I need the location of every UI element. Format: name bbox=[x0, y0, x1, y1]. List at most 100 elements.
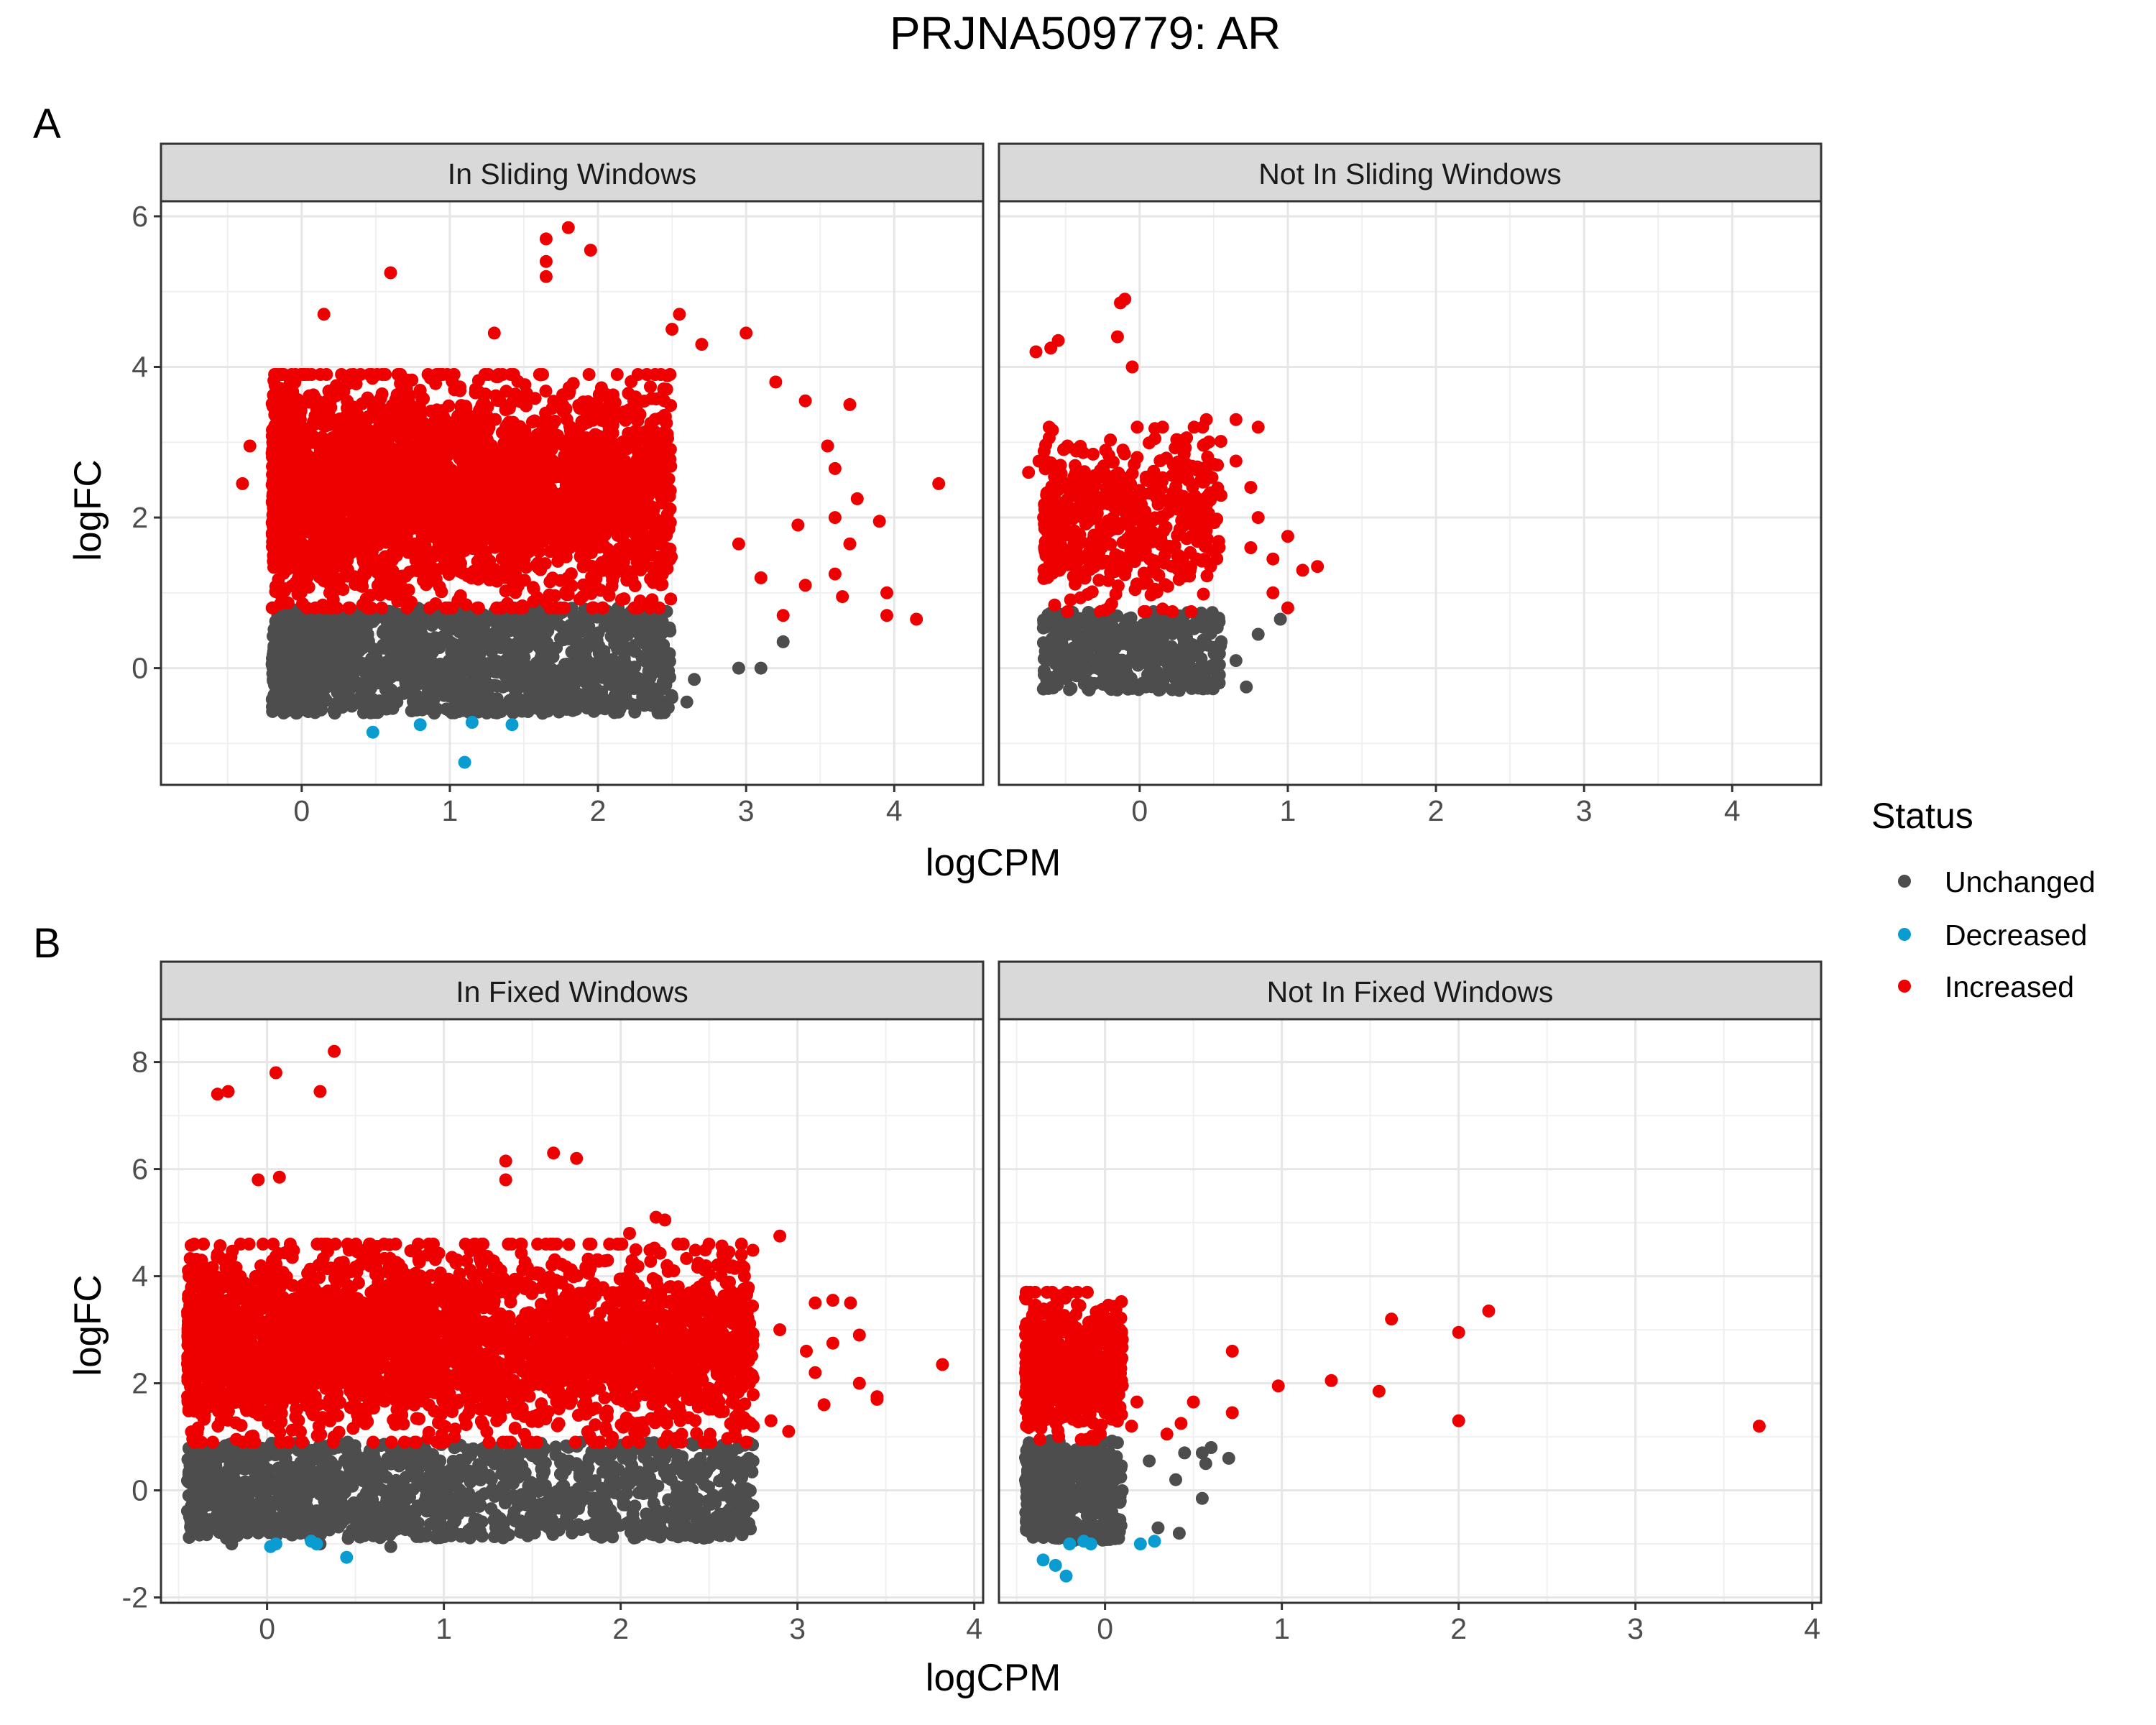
point-unchanged bbox=[546, 650, 560, 663]
point-increased bbox=[333, 477, 347, 490]
point-increased bbox=[600, 472, 614, 485]
point-increased bbox=[620, 574, 634, 587]
point-increased bbox=[552, 546, 566, 560]
point-unchanged bbox=[303, 676, 316, 690]
point-increased bbox=[415, 528, 429, 542]
point-increased bbox=[267, 534, 281, 548]
point-increased bbox=[483, 554, 497, 568]
point-unchanged bbox=[498, 641, 512, 655]
point-increased bbox=[419, 428, 433, 441]
point-increased bbox=[453, 380, 466, 394]
point-increased bbox=[478, 428, 492, 441]
point-increased bbox=[453, 589, 467, 602]
point-increased bbox=[476, 515, 489, 529]
point-increased bbox=[613, 505, 627, 518]
point-increased bbox=[655, 530, 668, 543]
point-increased bbox=[558, 601, 571, 615]
point-increased bbox=[352, 496, 366, 510]
point-increased bbox=[658, 394, 671, 408]
point-increased bbox=[456, 403, 470, 417]
point-unchanged bbox=[598, 620, 612, 632]
point-increased bbox=[459, 536, 472, 550]
point-increased bbox=[353, 444, 366, 458]
point-increased bbox=[295, 536, 308, 550]
point-increased bbox=[798, 579, 812, 592]
point-increased bbox=[317, 308, 331, 321]
y-tick-label: 2 bbox=[132, 501, 148, 534]
data-points bbox=[236, 221, 946, 769]
strip-label-in-sliding-windows: In Sliding Windows bbox=[448, 157, 696, 190]
point-increased bbox=[405, 543, 419, 557]
point-increased bbox=[418, 539, 432, 553]
point-increased bbox=[499, 403, 512, 417]
point-unchanged bbox=[298, 697, 311, 711]
point-increased bbox=[351, 545, 365, 558]
point-increased bbox=[635, 450, 649, 464]
point-increased bbox=[512, 601, 526, 615]
point-increased bbox=[236, 477, 249, 490]
point-increased bbox=[528, 414, 541, 428]
point-increased bbox=[341, 401, 354, 415]
point-increased bbox=[554, 497, 568, 511]
point-increased bbox=[319, 520, 333, 534]
point-increased bbox=[645, 466, 659, 479]
point-increased bbox=[610, 368, 624, 381]
point-unchanged bbox=[596, 651, 610, 665]
point-increased bbox=[528, 494, 541, 507]
point-increased bbox=[290, 467, 304, 481]
point-increased bbox=[586, 413, 599, 427]
point-unchanged bbox=[308, 626, 322, 640]
point-unchanged bbox=[496, 702, 510, 715]
point-increased bbox=[430, 503, 444, 517]
point-increased bbox=[390, 528, 403, 542]
point-increased bbox=[321, 533, 334, 547]
point-increased bbox=[536, 368, 549, 381]
point-increased bbox=[446, 469, 460, 483]
point-increased bbox=[310, 500, 323, 513]
point-increased bbox=[401, 428, 415, 441]
point-increased bbox=[560, 521, 573, 535]
point-increased bbox=[471, 490, 484, 504]
point-increased bbox=[286, 432, 300, 446]
point-increased bbox=[401, 373, 415, 387]
point-increased bbox=[375, 601, 389, 615]
point-increased bbox=[402, 566, 416, 579]
y-tick-label: 6 bbox=[132, 200, 148, 233]
point-decreased bbox=[458, 755, 471, 769]
point-unchanged bbox=[559, 673, 573, 687]
point-unchanged bbox=[280, 635, 294, 648]
point-increased bbox=[594, 536, 607, 550]
point-increased bbox=[519, 477, 533, 490]
point-increased bbox=[511, 374, 525, 388]
point-increased bbox=[539, 270, 553, 283]
point-increased bbox=[277, 398, 290, 412]
point-unchanged bbox=[367, 704, 381, 717]
point-increased bbox=[413, 384, 427, 397]
panel-tag-a: A bbox=[33, 101, 61, 147]
point-increased bbox=[441, 368, 454, 381]
point-increased bbox=[487, 519, 501, 533]
point-unchanged bbox=[529, 701, 543, 714]
point-increased bbox=[370, 499, 384, 512]
point-increased bbox=[836, 590, 849, 604]
point-increased bbox=[663, 515, 676, 528]
point-unchanged bbox=[280, 693, 294, 707]
point-increased bbox=[545, 443, 558, 456]
point-increased bbox=[282, 515, 295, 529]
point-increased bbox=[308, 563, 321, 576]
point-unchanged bbox=[658, 661, 671, 675]
point-increased bbox=[644, 416, 658, 430]
point-increased bbox=[433, 580, 446, 594]
point-increased bbox=[548, 528, 562, 542]
point-increased bbox=[629, 396, 642, 409]
point-unchanged bbox=[547, 688, 561, 702]
point-unchanged bbox=[607, 663, 620, 677]
point-increased bbox=[539, 232, 553, 246]
point-increased bbox=[334, 494, 348, 507]
strip-background bbox=[160, 142, 985, 203]
point-increased bbox=[388, 488, 402, 502]
point-unchanged bbox=[559, 693, 573, 707]
point-increased bbox=[605, 579, 619, 593]
point-increased bbox=[285, 501, 298, 515]
